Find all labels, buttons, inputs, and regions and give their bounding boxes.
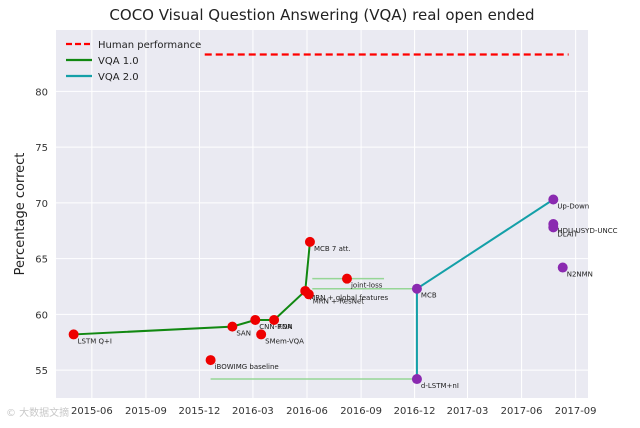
x-tick-label: 2015-12 bbox=[179, 406, 221, 417]
data-point bbox=[548, 222, 559, 233]
data-point bbox=[250, 314, 261, 325]
x-tick-label: 2015-06 bbox=[71, 406, 113, 417]
y-tick-label: 75 bbox=[35, 143, 48, 154]
data-point-label: MCB 7 att. bbox=[314, 245, 351, 253]
x-tick-label: 2017-03 bbox=[447, 406, 489, 417]
data-point bbox=[269, 314, 280, 325]
data-point-label: iBOWIMG baseline bbox=[215, 363, 279, 371]
data-point-label: LSTM Q+I bbox=[78, 337, 112, 345]
y-tick-label: 80 bbox=[35, 87, 48, 98]
data-point-label: CNN-RNN bbox=[259, 323, 292, 331]
data-point bbox=[548, 194, 559, 205]
data-point-label: MRN + ResNet bbox=[313, 297, 365, 305]
legend-label: VQA 1.0 bbox=[98, 56, 139, 67]
data-point-label: DLAIT bbox=[557, 230, 578, 238]
data-point-label: SMem-VQA bbox=[265, 337, 304, 345]
y-tick-label: 60 bbox=[35, 310, 48, 321]
data-point bbox=[304, 236, 315, 247]
x-tick-label: 2017-09 bbox=[555, 406, 597, 417]
data-point bbox=[341, 273, 352, 284]
x-tick-label: 2017-06 bbox=[501, 406, 543, 417]
data-point-label: joint-loss bbox=[350, 282, 383, 290]
x-tick-label: 2015-09 bbox=[125, 406, 167, 417]
data-point-label: SAN bbox=[236, 330, 251, 338]
legend-label: VQA 2.0 bbox=[98, 72, 139, 83]
data-point bbox=[205, 355, 216, 366]
series-line bbox=[73, 241, 311, 336]
x-tick-label: 2016-03 bbox=[232, 406, 274, 417]
chart-title: COCO Visual Question Answering (VQA) rea… bbox=[109, 6, 534, 24]
y-tick-label: 65 bbox=[35, 255, 48, 266]
y-tick-label: 55 bbox=[35, 366, 48, 377]
data-point bbox=[227, 321, 238, 332]
x-tick-label: 2016-12 bbox=[394, 406, 436, 417]
data-point bbox=[557, 262, 568, 273]
y-axis-label: Percentage correct bbox=[13, 153, 28, 276]
data-point bbox=[68, 329, 79, 340]
data-point bbox=[256, 329, 267, 340]
data-point bbox=[303, 289, 314, 300]
legend-label: Human performance bbox=[98, 40, 201, 51]
x-tick-label: 2016-06 bbox=[286, 406, 328, 417]
data-point-label: MRN + global features bbox=[309, 294, 388, 302]
plot-background bbox=[56, 30, 588, 398]
data-point-label: N2NMN bbox=[567, 271, 593, 279]
watermark: © 大数据文摘 bbox=[6, 408, 70, 419]
data-point-label: HDU-USYD-UNCC bbox=[557, 227, 617, 235]
data-point bbox=[411, 374, 422, 385]
data-point-label: MCB bbox=[421, 292, 437, 300]
data-point-label: FDA bbox=[278, 323, 292, 331]
data-point-label: Up-Down bbox=[557, 203, 589, 211]
data-point-label: d-LSTM+nI bbox=[421, 382, 459, 390]
y-tick-label: 70 bbox=[35, 199, 48, 210]
x-tick-label: 2016-09 bbox=[340, 406, 382, 417]
data-point bbox=[411, 283, 422, 294]
